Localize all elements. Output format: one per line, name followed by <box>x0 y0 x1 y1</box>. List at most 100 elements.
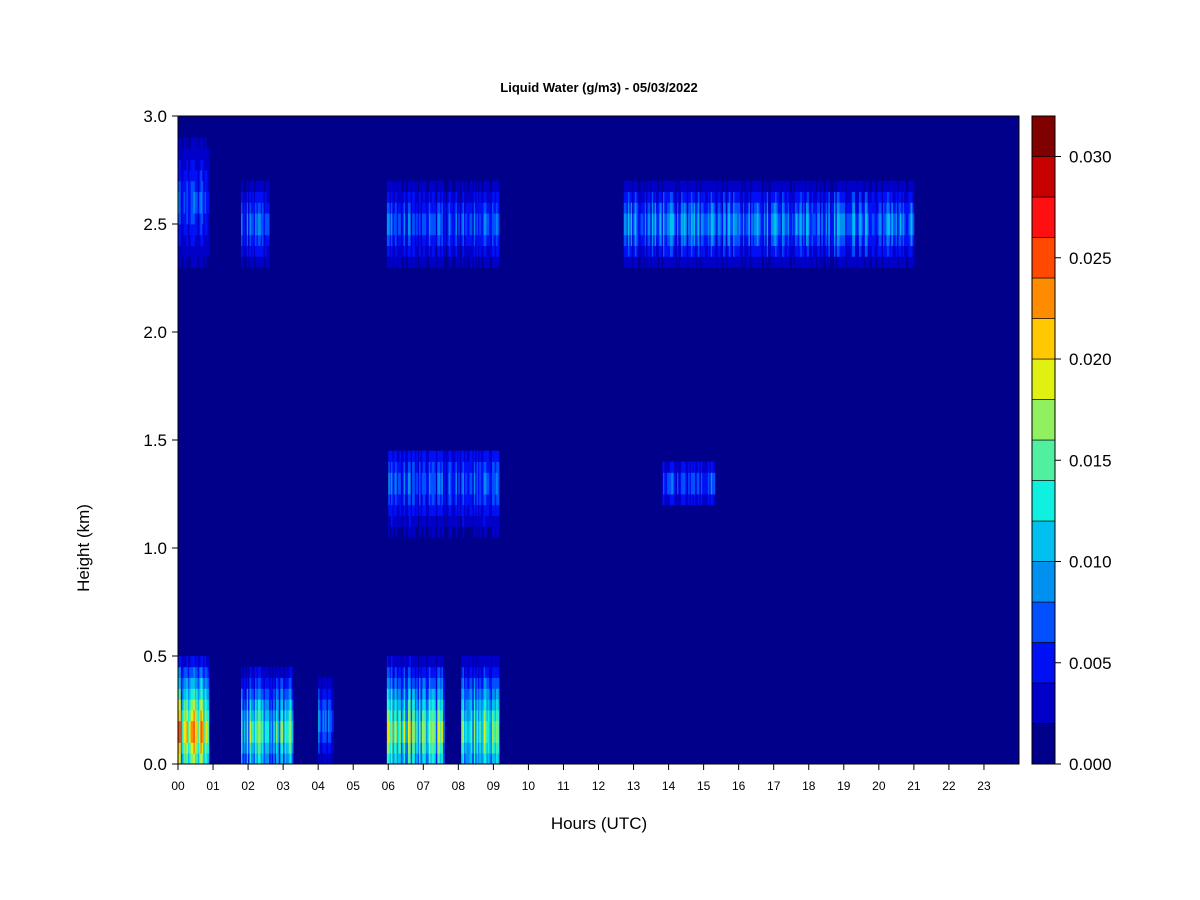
heatmap-cell <box>755 224 758 236</box>
heatmap-cell <box>277 688 280 700</box>
heatmap-cell <box>207 213 210 225</box>
heatmap-cell <box>423 472 426 484</box>
heatmap-cell <box>707 224 710 236</box>
heatmap-cell <box>458 504 461 516</box>
heatmap-cell <box>389 753 392 765</box>
heatmap-cell <box>412 483 414 495</box>
heatmap-cell <box>641 256 644 268</box>
heatmap-cell <box>735 224 738 236</box>
heatmap-cell <box>448 191 451 203</box>
heatmap-cell <box>825 245 828 257</box>
heatmap-cell <box>696 461 699 473</box>
heatmap-cell <box>255 180 257 192</box>
heatmap-cell <box>791 202 794 214</box>
heatmap-cell <box>463 666 466 678</box>
heatmap-cell <box>402 753 405 765</box>
heatmap-cell <box>487 742 490 754</box>
heatmap-cell <box>878 191 881 203</box>
heatmap-cell <box>200 234 203 246</box>
heatmap-cell <box>435 202 438 214</box>
heatmap-cell <box>625 213 627 225</box>
heatmap-cell <box>413 494 416 506</box>
heatmap-cell <box>782 245 784 257</box>
heatmap-cell <box>639 202 641 214</box>
heatmap-cell <box>761 213 763 225</box>
heatmap-cell <box>466 472 469 484</box>
heatmap-cell <box>271 710 274 722</box>
heatmap-cell <box>435 483 438 495</box>
heatmap-cell <box>629 213 632 225</box>
heatmap-cell <box>409 699 412 711</box>
heatmap-cell <box>831 202 833 214</box>
heatmap-cell <box>190 666 193 678</box>
heatmap-cell <box>465 256 468 268</box>
heatmap-cell <box>203 710 206 722</box>
heatmap-cell <box>482 234 484 246</box>
heatmap-cell <box>735 191 738 203</box>
heatmap-cell <box>398 666 400 678</box>
heatmap-cell <box>808 234 811 246</box>
heatmap-cell <box>428 526 431 538</box>
heatmap-cell <box>476 180 479 192</box>
heatmap-cell <box>479 710 482 722</box>
heatmap-cell <box>866 256 869 268</box>
heatmap-cell <box>192 699 194 711</box>
heatmap-cell <box>412 699 414 711</box>
heatmap-cell <box>440 461 442 473</box>
heatmap-cell <box>441 191 444 203</box>
heatmap-cell <box>696 213 699 225</box>
heatmap-cell <box>482 699 484 711</box>
heatmap-cell <box>461 224 463 236</box>
heatmap-cell <box>392 742 395 754</box>
heatmap-cell <box>259 753 262 765</box>
heatmap-cell <box>402 191 405 203</box>
heatmap-cell <box>284 720 287 732</box>
heatmap-cell <box>454 191 456 203</box>
heatmap-cell <box>779 213 782 225</box>
heatmap-cell <box>497 526 500 538</box>
heatmap-cell <box>194 224 197 236</box>
heatmap-cell <box>685 224 688 236</box>
heatmap-cell <box>664 180 667 192</box>
heatmap-cell <box>681 234 683 246</box>
heatmap-cell <box>183 753 186 765</box>
heatmap-cell <box>406 710 409 722</box>
heatmap-cell <box>423 666 426 678</box>
heatmap-cell <box>400 483 403 495</box>
heatmap-cell <box>435 677 438 689</box>
heatmap-cell <box>426 699 428 711</box>
heatmap-cell <box>183 656 186 668</box>
heatmap-cell <box>709 234 712 246</box>
heatmap-cell <box>398 494 400 506</box>
heatmap-cell <box>696 180 699 192</box>
heatmap-cell <box>469 666 472 678</box>
heatmap-cell <box>389 245 392 257</box>
heatmap-cell <box>259 666 262 678</box>
heatmap-cell <box>264 753 267 765</box>
heatmap-cell <box>204 656 207 668</box>
heatmap-cell <box>204 191 207 203</box>
heatmap-cell <box>665 234 668 246</box>
heatmap-cell <box>713 494 716 506</box>
heatmap-cell <box>651 202 654 214</box>
heatmap-cell <box>496 450 498 462</box>
heatmap-cell <box>686 224 689 236</box>
heatmap-cell <box>480 461 483 473</box>
heatmap-cell <box>754 245 756 257</box>
heatmap-cell <box>477 504 480 516</box>
heatmap-cell <box>435 450 438 462</box>
heatmap-cell <box>486 504 489 516</box>
heatmap-cell <box>835 234 838 246</box>
heatmap-cell <box>482 688 484 700</box>
heatmap-cell <box>269 731 271 743</box>
heatmap-cell <box>692 234 695 246</box>
heatmap-cell <box>183 720 186 732</box>
heatmap-cell <box>491 515 494 527</box>
heatmap-cell <box>763 180 766 192</box>
heatmap-cell <box>388 504 391 516</box>
heatmap-cell <box>812 191 815 203</box>
heatmap-cell <box>768 213 770 225</box>
heatmap-cell <box>449 202 452 214</box>
heatmap-cell <box>435 461 438 473</box>
heatmap-cell <box>782 224 784 236</box>
